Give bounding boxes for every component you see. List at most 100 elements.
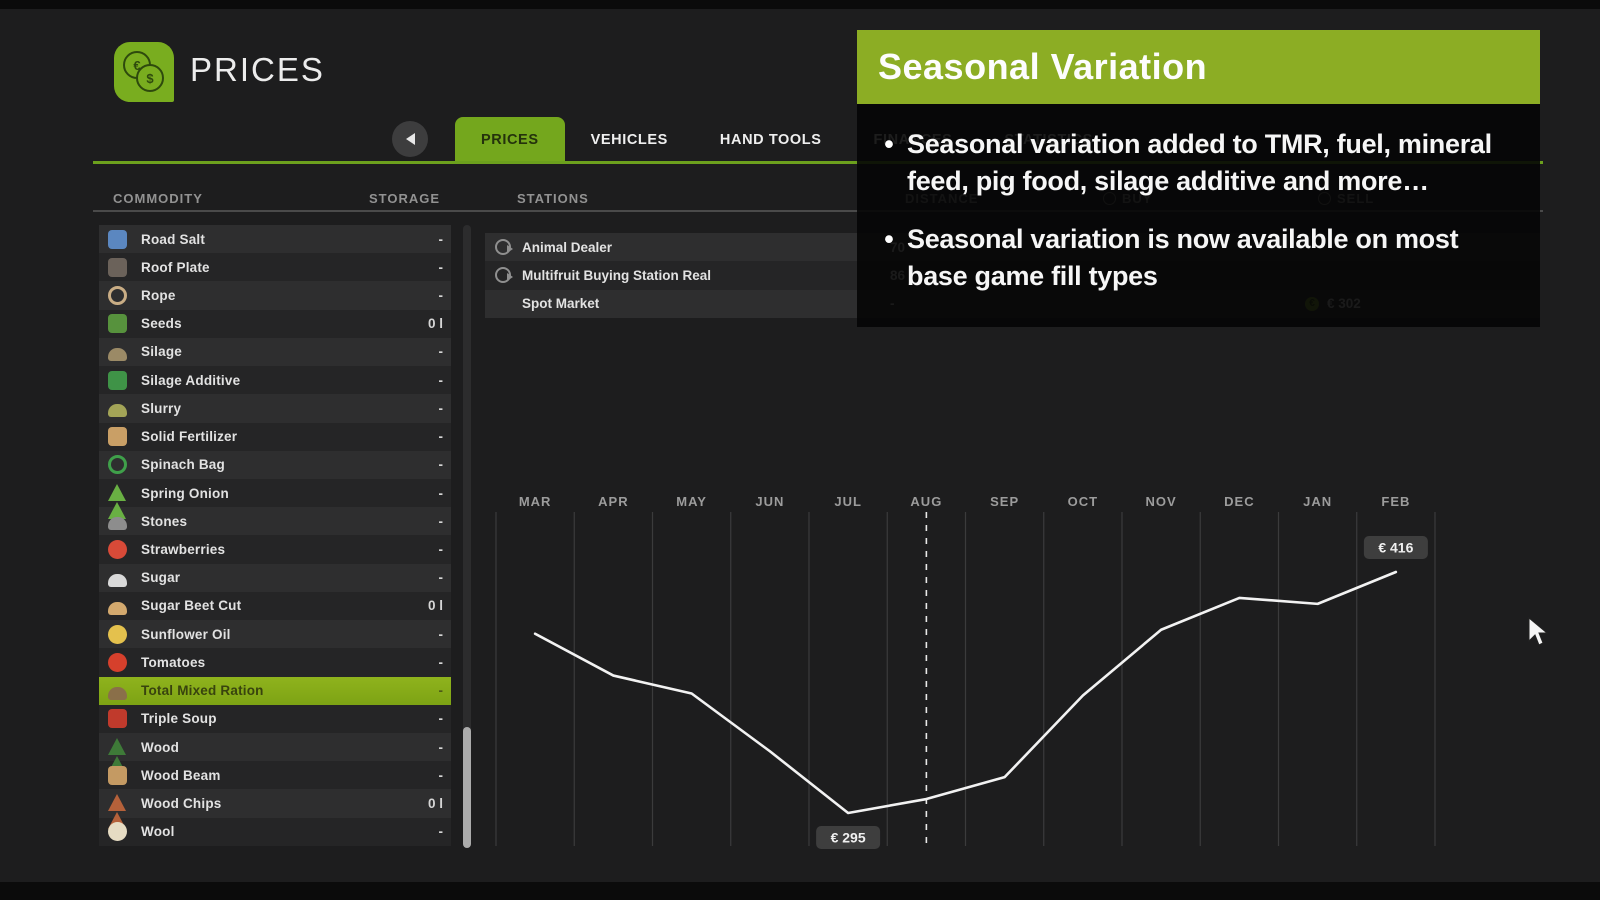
commodity-storage-value: 0 l	[427, 598, 443, 614]
popup-body: • Seasonal variation added to TMR, fuel, …	[857, 104, 1540, 327]
commodity-storage-value: -	[438, 626, 444, 642]
commodity-storage-value: 0 l	[427, 795, 443, 811]
commodity-storage-value: -	[438, 570, 444, 586]
page-title: PRICES	[190, 51, 325, 88]
commodity-storage-value: -	[438, 344, 444, 360]
station-name: Spot Market	[522, 296, 600, 312]
bullet-dot-icon: •	[884, 224, 894, 254]
commodity-name: Solid Fertilizer	[141, 429, 238, 445]
commodity-row[interactable]: Solid Fertilizer -	[99, 422, 451, 451]
popup-bullet: • Seasonal variation is now available on …	[871, 221, 1514, 295]
commodity-name: Road Salt	[141, 231, 206, 247]
commodity-scrollbar-track[interactable]	[463, 225, 471, 848]
silage-additive-icon	[108, 370, 127, 390]
commodity-row[interactable]: Wool -	[99, 817, 451, 846]
cycle-icon	[495, 267, 513, 284]
commodity-row[interactable]: Sunflower Oil -	[99, 620, 451, 649]
commodity-storage-value: -	[438, 683, 444, 699]
commodity-row[interactable]: Rope -	[99, 281, 451, 310]
chart-month-label: DEC	[1224, 494, 1254, 509]
popup-bullet-text: Seasonal variation is now available on m…	[907, 224, 1459, 291]
commodity-row[interactable]: Seeds 0 l	[99, 309, 451, 338]
commodity-storage-value: -	[438, 372, 444, 388]
chart-month-label: JAN	[1303, 494, 1332, 509]
commodity-storage-value: -	[438, 231, 444, 247]
commodity-storage-value: -	[438, 485, 444, 501]
commodity-list: Road Salt - Roof Plate - Rope - Seeds 0 …	[99, 225, 451, 846]
commodity-storage-value: -	[438, 259, 444, 275]
commodity-storage-value: -	[438, 513, 444, 529]
chart-month-label: AUG	[910, 494, 942, 509]
min-price-label: € 295	[831, 830, 866, 846]
commodity-row[interactable]: Wood -	[99, 732, 451, 773]
commodity-name: Spring Onion	[141, 485, 229, 501]
sunflower-oil-icon	[108, 624, 127, 644]
commodity-row[interactable]: Slurry -	[99, 394, 451, 423]
popup-bullet: • Seasonal variation added to TMR, fuel, …	[871, 126, 1514, 200]
slurry-icon	[108, 404, 127, 418]
wood-chips-icon	[108, 794, 127, 829]
header-separator	[93, 210, 1543, 212]
commodity-name: Triple Soup	[141, 711, 217, 727]
roof-plate-icon	[108, 257, 127, 277]
column-header-commodity: COMMODITY	[113, 191, 203, 206]
commodity-name: Strawberries	[141, 542, 226, 558]
tab-prices[interactable]: PRICES	[455, 117, 565, 162]
commodity-row[interactable]: Roof Plate -	[99, 253, 451, 282]
seeds-icon	[108, 314, 127, 334]
commodity-name: Sunflower Oil	[141, 626, 231, 642]
commodity-row[interactable]: Silage Additive -	[99, 366, 451, 395]
commodity-name: Silage	[141, 344, 182, 360]
back-arrow-icon	[405, 133, 415, 145]
popup-header: Seasonal Variation	[857, 30, 1540, 104]
commodity-row[interactable]: Spinach Bag -	[99, 450, 451, 479]
commodity-storage-value: -	[438, 288, 444, 304]
chart-month-label: JUN	[755, 494, 784, 509]
commodity-row[interactable]: Triple Soup -	[99, 704, 451, 733]
top-letterbox	[0, 0, 1600, 9]
silage-icon	[108, 347, 127, 361]
wool-icon	[108, 822, 127, 842]
spring-onion-icon	[108, 484, 127, 519]
column-header-stations: STATIONS	[517, 191, 589, 206]
commodity-name: Roof Plate	[141, 259, 210, 275]
chart-month-label: MAR	[519, 494, 552, 509]
commodity-storage-value: -	[438, 400, 444, 416]
commodity-row[interactable]: Tomatoes -	[99, 648, 451, 677]
commodity-storage-value: -	[438, 711, 444, 727]
commodity-row[interactable]: Road Salt -	[99, 225, 451, 254]
commodity-row[interactable]: Total Mixed Ration -	[99, 676, 451, 705]
commodity-storage-value: -	[438, 824, 444, 840]
commodity-scrollbar-thumb[interactable]	[463, 727, 471, 848]
tab-underline	[93, 161, 1543, 164]
commodity-row[interactable]: Spring Onion -	[99, 478, 451, 519]
tab-vehicles[interactable]: VEHICLES	[590, 131, 668, 148]
max-price-label: € 416	[1378, 540, 1413, 556]
commodity-row[interactable]: Sugar -	[99, 563, 451, 592]
commodity-row[interactable]: Wood Beam -	[99, 761, 451, 790]
commodity-row[interactable]: Wood Chips 0 l	[99, 789, 451, 829]
commodity-row[interactable]: Sugar Beet Cut 0 l	[99, 591, 451, 621]
popup-bullet-text: Seasonal variation added to TMR, fuel, m…	[907, 129, 1492, 196]
commodity-name: Rope	[141, 288, 176, 304]
commodity-name: Spinach Bag	[141, 457, 225, 473]
commodity-row[interactable]: Strawberries -	[99, 535, 451, 564]
chart-month-label: FEB	[1381, 494, 1410, 509]
tab-hand-tools[interactable]: HAND TOOLS	[719, 131, 822, 148]
cycle-icon	[495, 239, 513, 256]
commodity-name: Stones	[141, 513, 188, 529]
back-button[interactable]	[392, 121, 428, 157]
commodity-row[interactable]: Silage -	[99, 337, 451, 367]
commodity-name: Seeds	[141, 316, 182, 332]
solid-fertilizer-icon	[108, 427, 127, 447]
road-salt-icon	[108, 229, 127, 249]
chart-month-label: OCT	[1068, 494, 1098, 509]
strawberries-icon	[108, 540, 127, 560]
wood-beam-icon	[108, 765, 127, 785]
commodity-storage-value: 0 l	[427, 316, 443, 332]
bullet-dot-icon: •	[884, 129, 894, 159]
station-name: Animal Dealer	[522, 239, 613, 255]
commodity-name: Wood Beam	[141, 767, 221, 783]
commodity-row[interactable]: Stones -	[99, 507, 451, 536]
